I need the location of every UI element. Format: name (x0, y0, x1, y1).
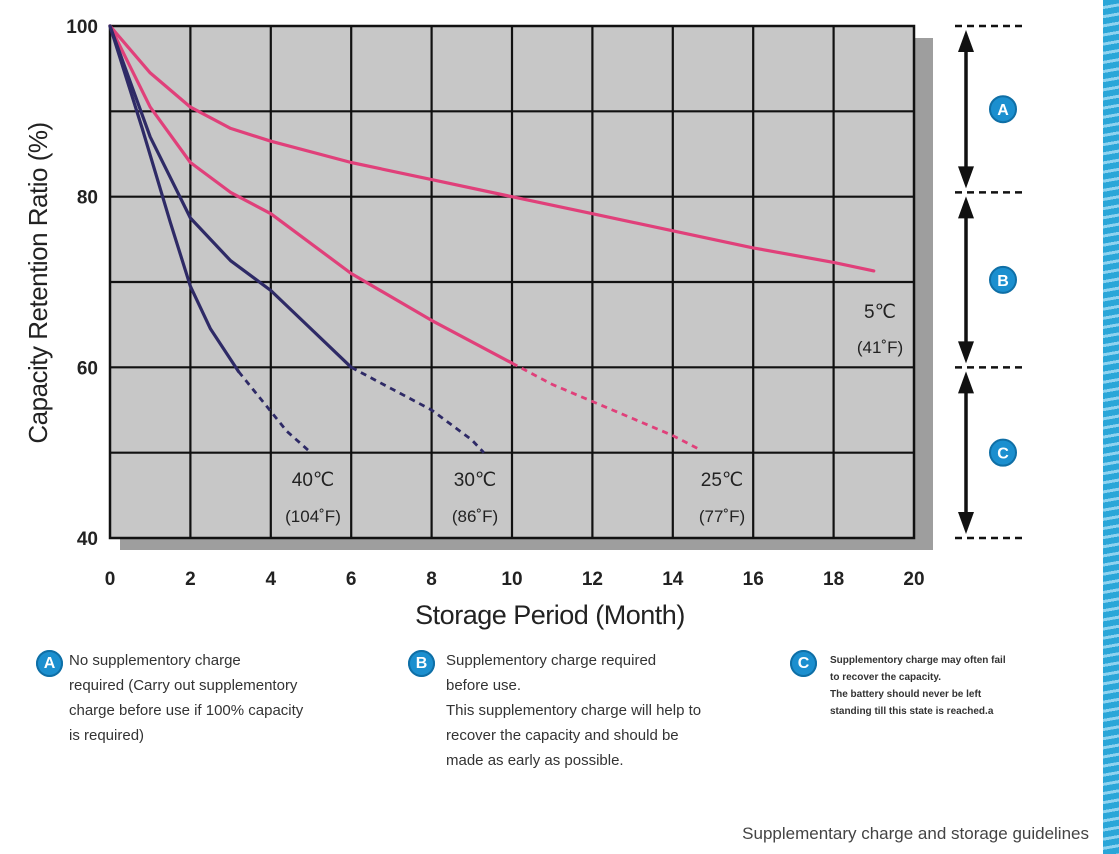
series-line-dashed-25 (511, 361, 702, 452)
legend-bullet-c: C (790, 650, 817, 677)
tick-labels: 0 2 4 6 8 10 12 14 16 18 20 40 60 80 100 (66, 17, 924, 590)
zone-arrowhead-down-a (958, 166, 974, 189)
zone-badge-a (989, 95, 1017, 124)
zone-badge-c (989, 438, 1017, 467)
series-label-celsius-5: 5℃ (864, 302, 896, 323)
figure-caption: Supplementary charge and storage guideli… (742, 824, 1089, 843)
y-axis-label: Capacity Retention Ratio (%) (23, 122, 53, 443)
series-line-30 (108, 24, 353, 369)
x-tick-label: 14 (662, 569, 684, 590)
x-tick-label: 8 (426, 569, 437, 590)
decorative-edge (1103, 0, 1119, 854)
series-group (108, 24, 876, 454)
legend-bullet-a: A (36, 650, 63, 677)
y-tick-label: 40 (77, 529, 98, 550)
series-label-fahrenheit-40: (104˚F) (285, 507, 341, 526)
zone-badge-b (989, 265, 1017, 294)
series-label-celsius-25: 25℃ (701, 470, 743, 491)
series-line-dashed-30 (350, 366, 485, 454)
series-line-40 (108, 24, 241, 374)
x-tick-label: 12 (582, 569, 603, 590)
zone-arrowhead-up-a (958, 30, 974, 52)
grid (110, 26, 914, 538)
x-tick-label: 20 (903, 569, 924, 590)
zone-markers: A B C (955, 24, 1022, 540)
zone-badge-label-c: C (997, 446, 1009, 463)
series-label-fahrenheit-25: (77˚F) (699, 507, 745, 526)
series-label-fahrenheit-5: (41˚F) (857, 338, 903, 357)
x-tick-label: 2 (185, 569, 196, 590)
x-tick-label: 0 (105, 569, 116, 590)
legend-text-b: Supplementory charge required before use… (446, 652, 702, 769)
x-tick-label: 16 (743, 569, 764, 590)
zone-arrowhead-down-c (958, 512, 974, 534)
x-tick-label: 6 (346, 569, 357, 590)
zone-arrowhead-up-b (958, 196, 974, 219)
x-tick-label: 4 (266, 569, 277, 590)
series-labels: 5℃ (41˚F) 25℃ (77˚F) 30℃ (86˚F) 40℃ (104˚F) (285, 302, 903, 526)
y-tick-label: 100 (66, 17, 98, 38)
series-label-fahrenheit-30: (86˚F) (452, 507, 498, 526)
series-label-celsius-30: 30℃ (454, 470, 496, 491)
series-line-dashed-40 (237, 370, 312, 454)
x-tick-label: 10 (501, 569, 522, 590)
x-axis-label: Storage Period (Month) (415, 600, 685, 630)
zone-arrowhead-down-b (958, 341, 974, 364)
legend-bullet-b: B (408, 650, 435, 677)
y-tick-label: 60 (77, 358, 98, 379)
series-line-25 (108, 24, 514, 365)
series-line-5 (108, 24, 876, 273)
x-tick-label: 18 (823, 569, 844, 590)
zone-badge-label-b: B (997, 273, 1009, 290)
legend-text-a: No supplementory charge required (Carry … (69, 652, 304, 744)
chart-svg: 5℃ (41˚F) 25℃ (77˚F) 30℃ (86˚F) 40℃ (104˚F) 0 2 4… (23, 17, 1022, 630)
zone-arrowhead-up-c (958, 371, 974, 394)
zone-badge-label-a: A (997, 102, 1009, 119)
series-label-celsius-40: 40℃ (292, 470, 334, 491)
y-tick-label: 80 (77, 188, 98, 209)
legend-text-c: Supplementory charge may often fail to r… (830, 655, 1006, 717)
